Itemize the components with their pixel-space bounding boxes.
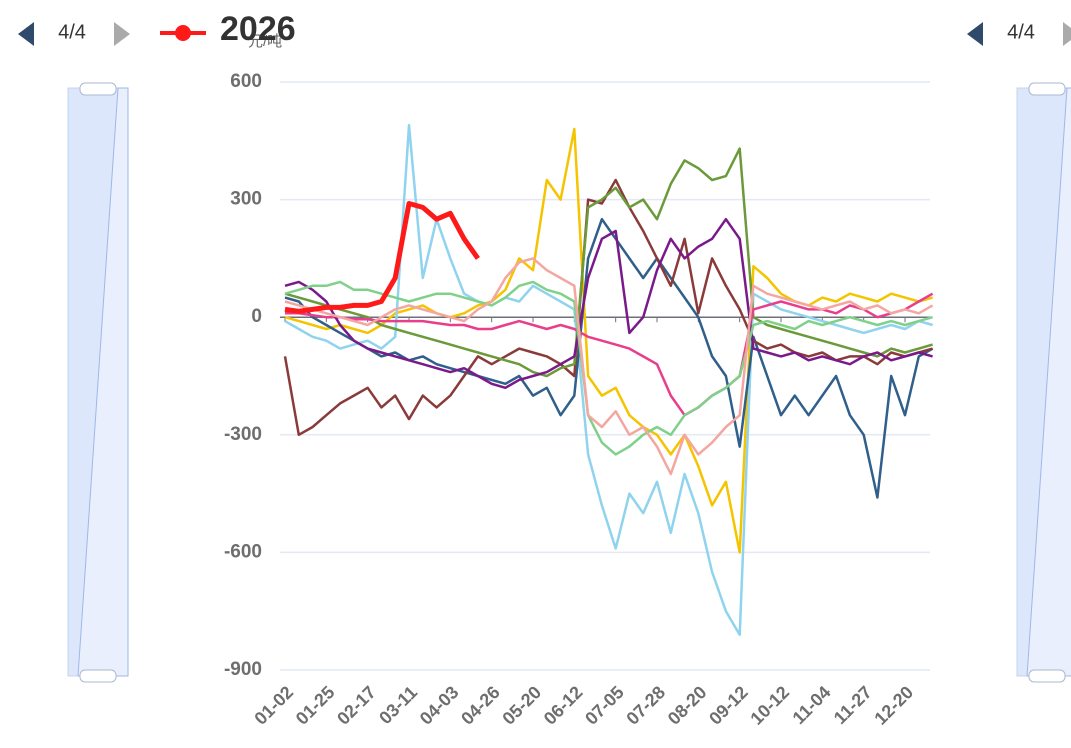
series-line [284,127,933,554]
zoom-handle[interactable] [1028,669,1066,683]
legend-dot [175,25,191,41]
series-line [284,217,933,390]
x-tick-label: 10-12 [746,682,793,729]
legend-label: 2026 [220,10,296,48]
y-tick-label: 300 [230,189,262,210]
x-tick-label: 05-20 [498,682,545,729]
series-line [284,147,933,378]
y-axis-label: 元/吨 [248,33,282,50]
zoom-handle[interactable] [79,669,117,683]
series-line [284,280,933,456]
legend-prev[interactable] [967,22,983,46]
x-tick-label: 03-11 [375,682,421,728]
zoom-handle[interactable] [79,82,117,96]
x-tick-label: 04-26 [457,682,504,729]
legend-next[interactable] [1063,22,1071,46]
data-zoom-left[interactable] [67,82,129,683]
series-line [285,292,934,417]
x-tick-label: 11-04 [789,682,835,728]
y-tick-label: 600 [230,71,262,92]
highlighted-line [284,201,480,314]
x-tick-label: 11-27 [830,682,876,728]
series-line [284,257,934,476]
y-tick-label: -300 [224,424,262,445]
x-tick-label: 02-17 [333,682,380,729]
x-tick-label: 04-03 [416,682,463,729]
x-tick-label: 07-05 [581,682,628,729]
x-tick-label: 07-28 [622,682,669,729]
series-line [284,123,933,636]
y-tick-label: -600 [224,541,262,562]
x-tick-label: 06-12 [540,682,587,729]
legend-page: 4/4 [58,21,86,43]
zoom-handle[interactable] [1028,82,1066,96]
series-line [284,217,934,499]
y-tick-label: -900 [224,659,262,680]
legend-prev[interactable] [18,22,34,46]
x-tick-label: 01-02 [250,682,297,729]
x-tick-label: 09-12 [705,682,752,729]
series-line [283,178,933,437]
x-tick-label: 01-25 [292,682,339,729]
legend-next[interactable] [114,22,130,46]
legend-page: 4/4 [1007,21,1035,43]
x-tick-label: 08-20 [664,682,711,729]
data-zoom-right[interactable] [1016,82,1071,683]
y-tick-label: 0 [251,306,262,327]
x-tick-label: 12-20 [870,682,917,729]
